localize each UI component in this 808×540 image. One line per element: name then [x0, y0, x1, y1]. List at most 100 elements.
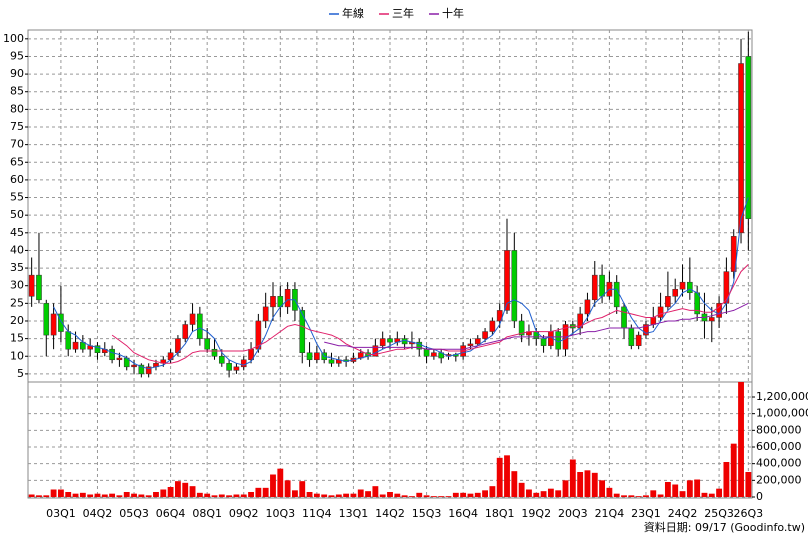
- volume-bar: [233, 494, 240, 497]
- x-tick-label: 16Q4: [448, 507, 478, 520]
- y-tick-label: 800,000: [756, 423, 802, 436]
- volume-bar: [343, 493, 350, 497]
- candle-body: [511, 250, 518, 322]
- candle-body: [145, 366, 152, 375]
- y-tick-label: 1,200,000: [756, 390, 808, 403]
- candle-body: [204, 338, 210, 350]
- y-tick-label: 90: [10, 67, 24, 80]
- volume-bar: [679, 491, 686, 497]
- volume-bar: [430, 496, 437, 497]
- x-tick-label: 09Q2: [229, 507, 259, 520]
- volume-bar: [474, 492, 481, 497]
- candle-body: [482, 331, 488, 339]
- volume-bar: [94, 493, 101, 497]
- volume-bar: [635, 496, 642, 497]
- volume-bar: [584, 470, 591, 497]
- volume-bar: [686, 480, 693, 497]
- volume-bar: [664, 482, 671, 497]
- volume-bar: [409, 496, 415, 497]
- volume-bar: [716, 488, 723, 497]
- x-tick-label: 10Q3: [265, 507, 295, 520]
- volume-bar: [357, 489, 364, 497]
- x-tick-label: 14Q2: [375, 507, 405, 520]
- volume-bar: [299, 481, 306, 497]
- volume-bar: [599, 480, 606, 497]
- volume-bar: [489, 486, 496, 497]
- x-tick-label: 15Q3: [412, 507, 442, 520]
- candle-body: [240, 359, 247, 368]
- y-tick-label: 10: [10, 349, 24, 362]
- candle-body: [299, 310, 306, 353]
- candle-body: [211, 348, 218, 357]
- x-tick-label: 25Q3: [704, 507, 734, 520]
- volume-bar: [182, 482, 189, 497]
- x-tick-label: 11Q4: [302, 507, 332, 520]
- y-tick-label: 25: [10, 296, 24, 309]
- volume-bar: [248, 492, 254, 497]
- candle-body: [672, 288, 679, 297]
- candle-body: [314, 352, 320, 361]
- volume-bar: [350, 493, 357, 497]
- candle-body: [189, 313, 196, 325]
- volume-bar: [57, 489, 64, 497]
- volume-bar: [123, 492, 130, 497]
- volume-bar: [189, 486, 196, 497]
- y-tick-label: 100: [3, 32, 24, 45]
- x-tick-label: 19Q2: [521, 507, 551, 520]
- candle-body: [635, 334, 642, 346]
- volume-bar: [131, 493, 137, 497]
- ma-line: [324, 302, 749, 350]
- volume-bar: [138, 494, 145, 497]
- y-tick-label: 400,000: [756, 457, 802, 470]
- candle-body: [489, 320, 496, 332]
- x-tick-label: 26Q3: [734, 507, 764, 520]
- x-tick-label: 03Q1: [46, 507, 76, 520]
- volume-bar: [482, 490, 488, 497]
- volume-bar: [196, 492, 203, 497]
- y-tick-label: 50: [10, 208, 24, 221]
- candle-body: [621, 306, 627, 329]
- volume-bar: [650, 490, 657, 497]
- volume-bar: [270, 474, 276, 497]
- candle-body: [628, 327, 635, 346]
- candle-body: [730, 236, 737, 272]
- y-tick-label: 1,000,000: [756, 407, 808, 420]
- y-tick-label: 85: [10, 85, 24, 98]
- volume-bar: [174, 481, 181, 497]
- footer: 資料日期: 09/17 (Goodinfo.tw): [644, 520, 805, 534]
- volume-bar: [577, 472, 584, 497]
- volume-bar: [101, 494, 108, 497]
- y-tick-label: 0: [756, 490, 763, 503]
- candle-body: [284, 288, 291, 308]
- volume-bar: [745, 472, 752, 497]
- ma-line: [53, 197, 749, 370]
- volume-bar: [145, 495, 152, 497]
- volume-bar: [28, 494, 35, 497]
- volume-bar: [467, 493, 474, 497]
- volume-bar: [240, 494, 247, 497]
- volume-bar: [313, 493, 320, 497]
- volume-bar: [335, 494, 342, 497]
- candle-body: [423, 348, 430, 357]
- volume-bar: [628, 495, 635, 497]
- volume-bar: [606, 487, 613, 497]
- candle-body: [540, 338, 547, 346]
- candle-body: [28, 274, 35, 297]
- volume-bar: [167, 487, 174, 497]
- y-tick-label: 70: [10, 138, 24, 151]
- x-tick-label: 13Q1: [339, 507, 369, 520]
- volume-bar: [540, 491, 547, 497]
- volume-bar: [547, 488, 554, 497]
- y-tick-label: 60: [10, 173, 24, 186]
- volume-bar: [657, 494, 664, 497]
- candle-body: [218, 356, 225, 364]
- volume-bar: [562, 480, 569, 497]
- candle-body: [65, 331, 72, 350]
- volume-bar: [518, 482, 525, 497]
- volume-bar: [445, 496, 452, 497]
- x-tick-label: 21Q4: [595, 507, 625, 520]
- candle-body: [416, 341, 423, 350]
- volume-bar: [496, 457, 503, 497]
- volume-bar: [292, 490, 298, 497]
- candle-body: [182, 324, 189, 339]
